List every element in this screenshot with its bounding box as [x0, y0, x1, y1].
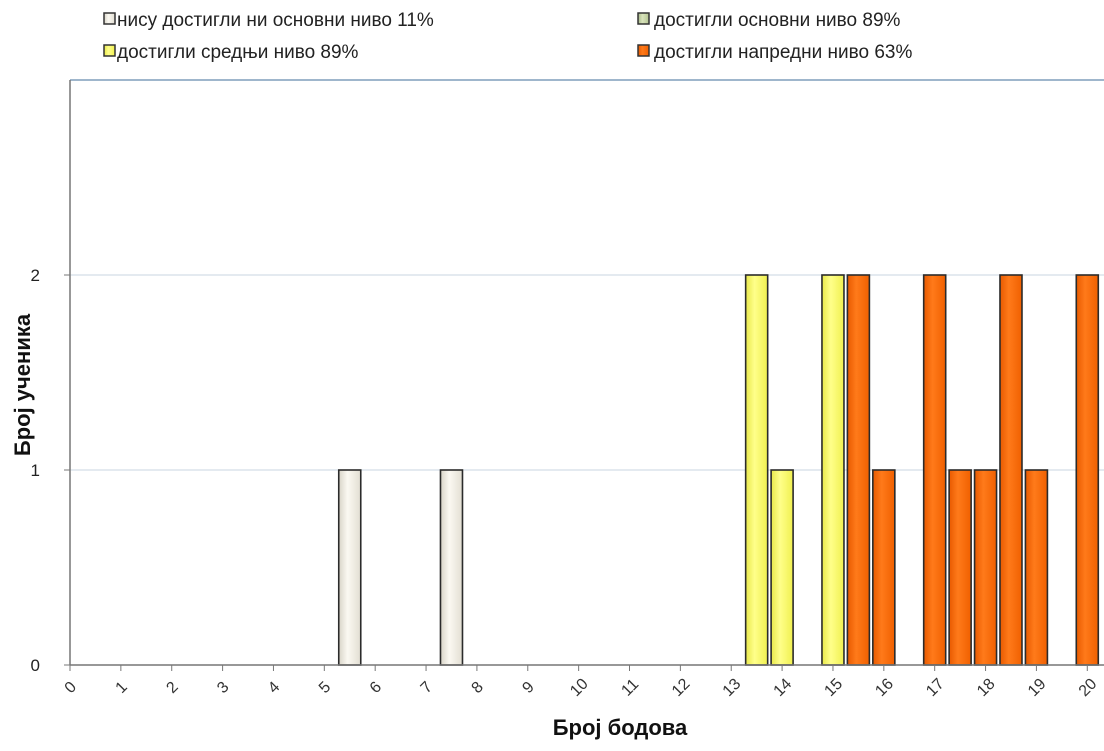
x-tick-label-4: 4 [265, 679, 283, 697]
x-tick-label-16: 16 [872, 675, 897, 700]
x-tick-label-19: 19 [1025, 675, 1050, 700]
bar-advanced-8 [948, 469, 972, 666]
bar-below-basic-1 [439, 469, 464, 666]
bars [337, 274, 1100, 666]
x-tick-label-9: 9 [519, 679, 537, 697]
bar-intermediate-3 [770, 469, 794, 666]
legend-item-intermediate: достигли средњи ниво 89% [103, 42, 359, 63]
bar-advanced-12 [1075, 274, 1100, 666]
x-tick-label-5: 5 [316, 679, 334, 697]
bar-advanced-9 [973, 469, 998, 666]
legend-label-intermediate: достигли средњи ниво 89% [117, 42, 359, 63]
bar-advanced-10 [999, 274, 1023, 666]
x-tick-label-20: 20 [1076, 675, 1101, 700]
legend-item-below-basic: нису достигли ни основни ниво 11% [103, 10, 434, 31]
bar-advanced-6 [872, 469, 896, 666]
x-tick-label-15: 15 [821, 675, 846, 700]
gridlines [70, 274, 1104, 471]
legend-label-basic: достигли основни ниво 89% [654, 10, 901, 31]
legend-swatch-advanced [637, 44, 650, 57]
x-tick-label-0: 0 [62, 679, 80, 697]
legend-label-advanced: достигли напредни ниво 63% [654, 42, 912, 63]
y-axis-title: Број ученика [10, 313, 35, 456]
x-tick-label-13: 13 [720, 675, 745, 700]
bar-advanced-7 [922, 274, 947, 666]
legend-swatch-below-basic [103, 12, 116, 25]
x-tick-label-14: 14 [771, 675, 796, 700]
x-tick-label-8: 8 [469, 679, 487, 697]
x-tick-label-17: 17 [923, 675, 948, 700]
legend-label-below-basic: нису достигли ни основни ниво 11% [117, 10, 434, 31]
y-ticks: 0 1 2 [31, 266, 70, 675]
x-tick-label-12: 12 [669, 675, 694, 700]
x-tick-label-10: 10 [567, 675, 592, 700]
y-tick-label-1: 1 [31, 461, 40, 480]
legend: нису достигли ни основни ниво 11% достиг… [103, 10, 912, 63]
bar-intermediate-4 [821, 274, 845, 666]
bar-intermediate-2 [744, 274, 769, 666]
x-tick-label-3: 3 [214, 679, 232, 697]
legend-item-advanced: достигли напредни ниво 63% [637, 42, 912, 63]
y-tick-label-2: 2 [31, 266, 40, 285]
bar-advanced-11 [1024, 469, 1049, 666]
x-tick-label-6: 6 [367, 679, 385, 697]
bar-advanced-5 [846, 274, 871, 666]
x-tick-label-7: 7 [418, 679, 436, 697]
x-tick-label-1: 1 [113, 679, 131, 697]
legend-item-basic: достигли основни ниво 89% [637, 10, 901, 31]
x-tick-label-2: 2 [163, 679, 181, 697]
bar-below-basic-0 [337, 469, 362, 666]
x-tick-label-18: 18 [974, 675, 999, 700]
legend-swatch-intermediate [103, 44, 116, 57]
x-axis-title: Број бодова [553, 715, 688, 740]
y-tick-label-0: 0 [31, 656, 40, 675]
x-tick-label-11: 11 [618, 676, 642, 700]
x-ticks: 0 1 2 3 4 5 6 7 8 9 10 11 12 13 14 15 16 17 18 19 20 [62, 665, 1101, 700]
legend-swatch-basic [637, 12, 650, 25]
